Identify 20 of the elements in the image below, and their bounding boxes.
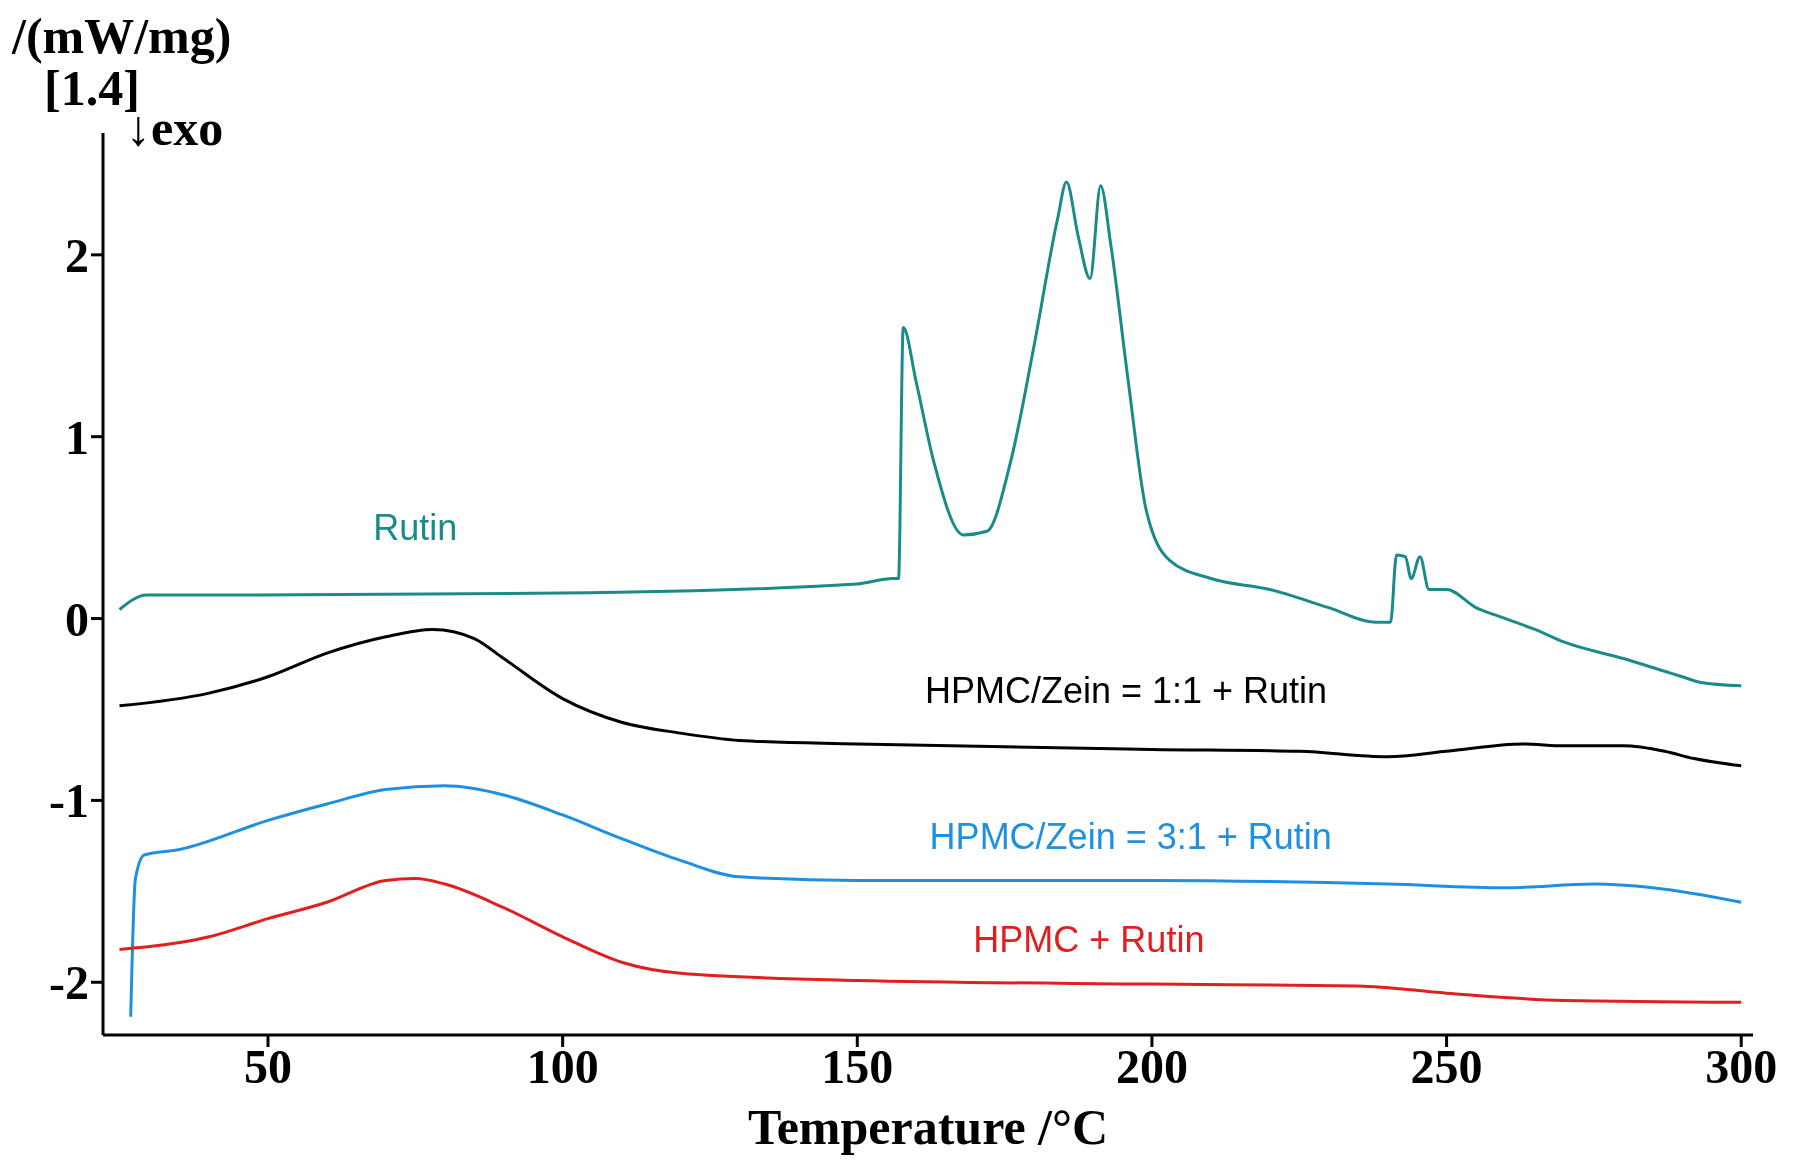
y-axis-title: /(mW/mg) xyxy=(12,8,232,64)
series-label: HPMC/Zein = 1:1 + Rutin xyxy=(924,670,1328,713)
x-tick-label: 150 xyxy=(821,1040,894,1094)
y-tick-label: 1 xyxy=(65,410,89,464)
y-tick-label: 0 xyxy=(65,592,89,646)
y-tick-label: -2 xyxy=(49,956,89,1010)
x-axis-title: Temperature /°C xyxy=(747,1099,1109,1155)
y-tick-label: 2 xyxy=(65,228,89,282)
x-tick-label: 200 xyxy=(1115,1040,1188,1094)
x-tick-label: 100 xyxy=(526,1040,599,1094)
x-tick-label: 300 xyxy=(1705,1040,1778,1094)
series-label: HPMC + Rutin xyxy=(973,919,1205,962)
series-label: Rutin xyxy=(373,506,458,549)
line-series xyxy=(129,784,1743,1019)
series-label: HPMC/Zein = 3:1 + Rutin xyxy=(929,815,1332,858)
y-tick-label: -1 xyxy=(49,774,89,828)
line-series xyxy=(118,627,1743,768)
line-series xyxy=(118,877,1743,1004)
x-tick-label: 50 xyxy=(244,1040,292,1094)
x-tick-label: 250 xyxy=(1410,1040,1483,1094)
